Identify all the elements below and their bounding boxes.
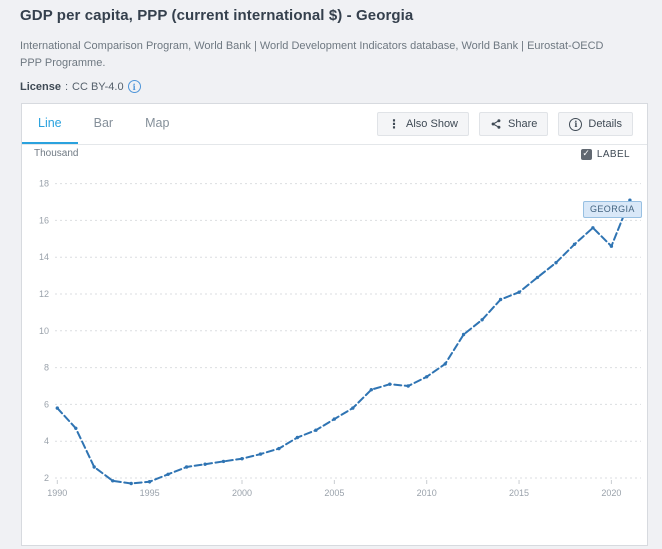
svg-text:1995: 1995 xyxy=(140,488,160,498)
license-value: CC BY-4.0 xyxy=(72,80,124,93)
series-label-georgia: GEORGIA xyxy=(583,201,642,218)
series-line-georgia xyxy=(56,199,631,485)
svg-text:2015: 2015 xyxy=(509,488,529,498)
share-button[interactable]: Share xyxy=(479,112,549,136)
license-label: License xyxy=(20,80,61,93)
svg-text:14: 14 xyxy=(39,252,49,262)
svg-text:16: 16 xyxy=(39,215,49,225)
share-icon xyxy=(491,119,501,129)
license-separator: : xyxy=(64,80,69,93)
also-show-button[interactable]: ⋮ Also Show xyxy=(377,112,470,136)
details-label: Details xyxy=(588,118,622,130)
svg-text:10: 10 xyxy=(39,326,49,336)
vertical-dots-icon: ⋮ xyxy=(388,117,401,131)
line-chart: 2 4 6 8 10 12 14 16 18 1990 1995 2000 2005 2010 2015 20… xyxy=(39,179,641,498)
svg-text:6: 6 xyxy=(44,399,49,409)
share-label: Share xyxy=(508,118,538,130)
tab-bar-chart[interactable]: Bar xyxy=(93,116,114,130)
info-icon: i xyxy=(569,117,583,131)
svg-text:2005: 2005 xyxy=(324,488,344,498)
svg-text:4: 4 xyxy=(44,436,49,446)
chart-card: Line Bar Map ⋮ Also Show Share xyxy=(21,103,648,546)
toolbar: ⋮ Also Show Share i Details xyxy=(377,112,633,136)
svg-text:2020: 2020 xyxy=(601,488,621,498)
svg-text:1990: 1990 xyxy=(47,488,67,498)
page-title: GDP per capita, PPP (current internation… xyxy=(20,7,414,24)
license-row: License : CC BY-4.0 i xyxy=(20,80,141,93)
x-axis: 1990 1995 2000 2005 2010 2015 2020 xyxy=(47,480,621,498)
series-points-georgia xyxy=(55,198,632,486)
tab-line[interactable]: Line xyxy=(22,104,78,144)
label-checkbox-text: LABEL xyxy=(596,149,630,160)
svg-text:2010: 2010 xyxy=(417,488,437,498)
unit-label: Thousand xyxy=(34,148,79,159)
source-attribution: International Comparison Program, World … xyxy=(20,40,604,69)
svg-text:8: 8 xyxy=(44,363,49,373)
tab-bar: Line Bar Map ⋮ Also Show Share xyxy=(22,104,647,145)
tab-map[interactable]: Map xyxy=(145,116,170,130)
details-button[interactable]: i Details xyxy=(558,112,633,136)
svg-text:12: 12 xyxy=(39,289,49,299)
label-checkbox[interactable] xyxy=(580,148,592,160)
svg-text:2: 2 xyxy=(44,473,49,483)
svg-text:2000: 2000 xyxy=(232,488,252,498)
y-grid: 2 4 6 8 10 12 14 16 18 xyxy=(39,179,641,483)
label-toggle[interactable]: LABEL xyxy=(580,148,630,160)
also-show-label: Also Show xyxy=(406,118,459,130)
license-info-icon[interactable]: i xyxy=(127,80,141,93)
svg-text:18: 18 xyxy=(39,179,49,189)
